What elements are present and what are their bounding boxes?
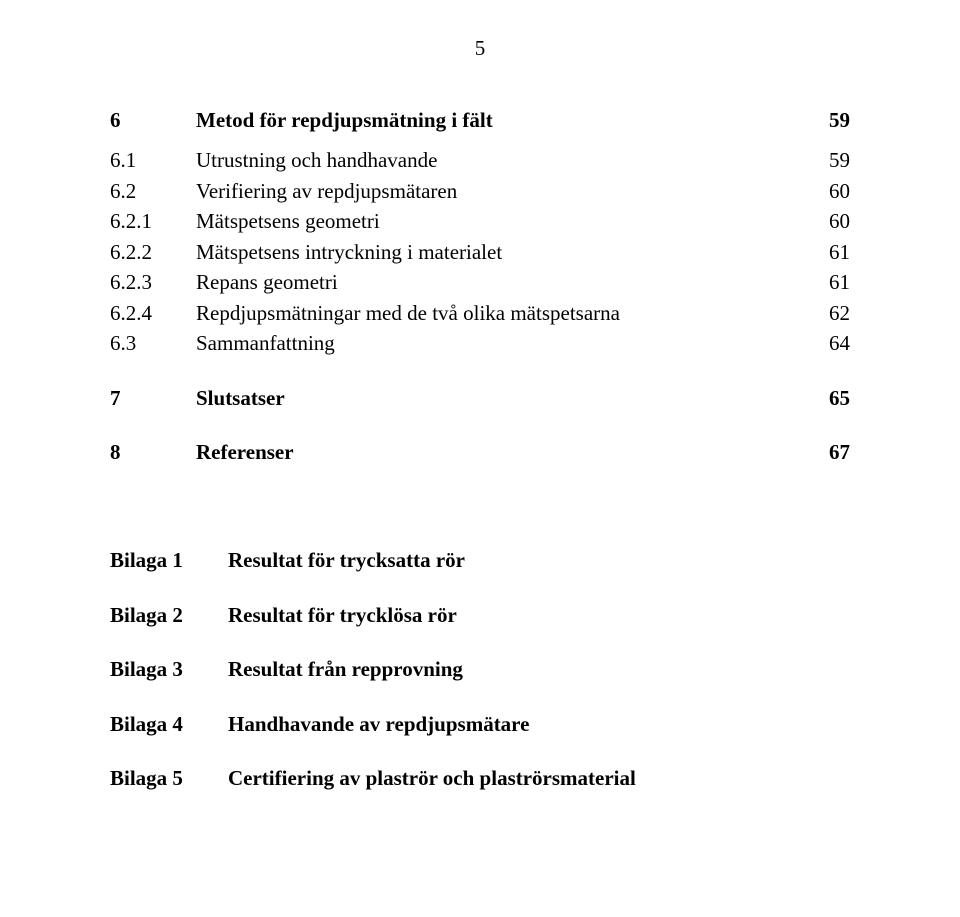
appendix-title: Resultat för trycklösa rör: [228, 600, 850, 630]
toc-page: 60: [794, 176, 850, 206]
toc-number: 6.2.4: [110, 298, 196, 328]
spacer: [110, 467, 850, 545]
appendix-number: Bilaga 5: [110, 763, 228, 793]
toc-page: 61: [794, 267, 850, 297]
toc-number: 6.2.2: [110, 237, 196, 267]
spacer: [110, 630, 850, 654]
spacer: [110, 135, 850, 145]
appendix-title: Resultat för trycksatta rör: [228, 545, 850, 575]
toc-number: 8: [110, 437, 196, 467]
toc-title: Mätspetsens geometri: [196, 206, 794, 236]
toc-row: 6.2Verifiering av repdjupsmätaren60: [110, 176, 850, 206]
toc-row: 8Referenser67: [110, 437, 850, 467]
toc-title: Mätspetsens intryckning i materialet: [196, 237, 794, 267]
toc-row: 6.2.3Repans geometri61: [110, 267, 850, 297]
appendix-list: Bilaga 1Resultat för trycksatta rörBilag…: [110, 545, 850, 793]
appendix-row: Bilaga 4Handhavande av repdjupsmätare: [110, 709, 850, 739]
toc-page: 67: [794, 437, 850, 467]
appendix-title: Handhavande av repdjupsmätare: [228, 709, 850, 739]
toc-title: Repdjupsmätningar med de två olika mätsp…: [196, 298, 794, 328]
spacer: [110, 413, 850, 437]
appendix-row: Bilaga 3Resultat från repprovning: [110, 654, 850, 684]
page-number: 5: [110, 36, 850, 61]
appendix-title: Certifiering av plaströr och plaströrsma…: [228, 763, 850, 793]
toc-row: 6.2.4Repdjupsmätningar med de två olika …: [110, 298, 850, 328]
toc-row: 7Slutsatser65: [110, 383, 850, 413]
toc: 6Metod för repdjupsmätning i fält596.1Ut…: [110, 105, 850, 545]
spacer: [110, 576, 850, 600]
toc-page: 62: [794, 298, 850, 328]
toc-title: Metod för repdjupsmätning i fält: [196, 105, 794, 135]
appendix-row: Bilaga 2Resultat för trycklösa rör: [110, 600, 850, 630]
toc-row: 6.1Utrustning och handhavande59: [110, 145, 850, 175]
toc-page: 61: [794, 237, 850, 267]
toc-page: 59: [794, 145, 850, 175]
toc-row: 6.2.2Mätspetsens intryckning i materiale…: [110, 237, 850, 267]
toc-row: 6Metod för repdjupsmätning i fält59: [110, 105, 850, 135]
toc-title: Slutsatser: [196, 383, 794, 413]
spacer: [110, 359, 850, 383]
appendix-row: Bilaga 5Certifiering av plaströr och pla…: [110, 763, 850, 793]
appendix-row: Bilaga 1Resultat för trycksatta rör: [110, 545, 850, 575]
toc-page: 64: [794, 328, 850, 358]
toc-number: 7: [110, 383, 196, 413]
toc-title: Utrustning och handhavande: [196, 145, 794, 175]
spacer: [110, 685, 850, 709]
appendix-number: Bilaga 4: [110, 709, 228, 739]
toc-title: Referenser: [196, 437, 794, 467]
appendix-number: Bilaga 2: [110, 600, 228, 630]
toc-title: Repans geometri: [196, 267, 794, 297]
toc-number: 6.1: [110, 145, 196, 175]
toc-page: 60: [794, 206, 850, 236]
toc-title: Verifiering av repdjupsmätaren: [196, 176, 794, 206]
page: 5 6Metod för repdjupsmätning i fält596.1…: [0, 0, 960, 917]
spacer: [110, 739, 850, 763]
appendix-title: Resultat från repprovning: [228, 654, 850, 684]
toc-row: 6.2.1Mätspetsens geometri60: [110, 206, 850, 236]
toc-number: 6: [110, 105, 196, 135]
toc-row: 6.3Sammanfattning64: [110, 328, 850, 358]
toc-number: 6.2.1: [110, 206, 196, 236]
toc-page: 59: [794, 105, 850, 135]
toc-title: Sammanfattning: [196, 328, 794, 358]
toc-number: 6.2: [110, 176, 196, 206]
toc-page: 65: [794, 383, 850, 413]
toc-number: 6.3: [110, 328, 196, 358]
appendix-number: Bilaga 1: [110, 545, 228, 575]
toc-number: 6.2.3: [110, 267, 196, 297]
appendix-number: Bilaga 3: [110, 654, 228, 684]
